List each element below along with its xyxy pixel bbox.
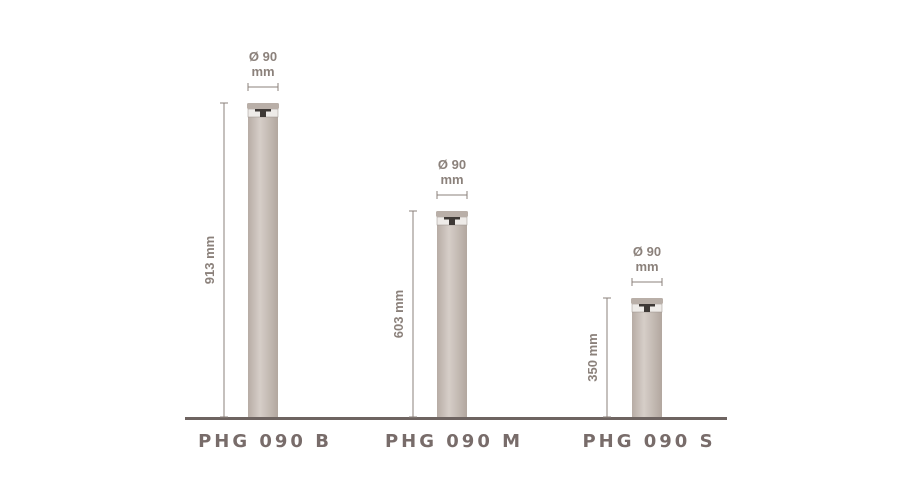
- bollard-cap: [247, 103, 279, 109]
- height-label: 913 mm: [202, 236, 217, 284]
- height-label: 350 mm: [585, 333, 600, 381]
- diameter-unit: mm: [251, 64, 274, 79]
- diameter-unit: mm: [440, 172, 463, 187]
- product-name: PHG 090 S: [582, 431, 715, 452]
- bollard-led: [644, 304, 650, 312]
- diameter-label: Ø 90: [438, 157, 466, 172]
- product-name: PHG 090 M: [385, 431, 523, 452]
- bollard-led: [260, 109, 266, 117]
- bollard-led-head: [255, 109, 271, 112]
- bollard-body: [248, 117, 278, 417]
- diameter-label: Ø 90: [249, 49, 277, 64]
- height-label: 603 mm: [391, 290, 406, 338]
- bollard-cap: [631, 298, 663, 304]
- diameter-label: Ø 90: [633, 244, 661, 259]
- bollard-led: [449, 217, 455, 225]
- bollard-led-head: [639, 304, 655, 307]
- bollard-body: [437, 225, 467, 417]
- diameter-unit: mm: [635, 259, 658, 274]
- product-name: PHG 090 B: [198, 431, 332, 452]
- bollard-body: [632, 312, 662, 417]
- bollard-led-head: [444, 217, 460, 220]
- bollard-cap: [436, 211, 468, 217]
